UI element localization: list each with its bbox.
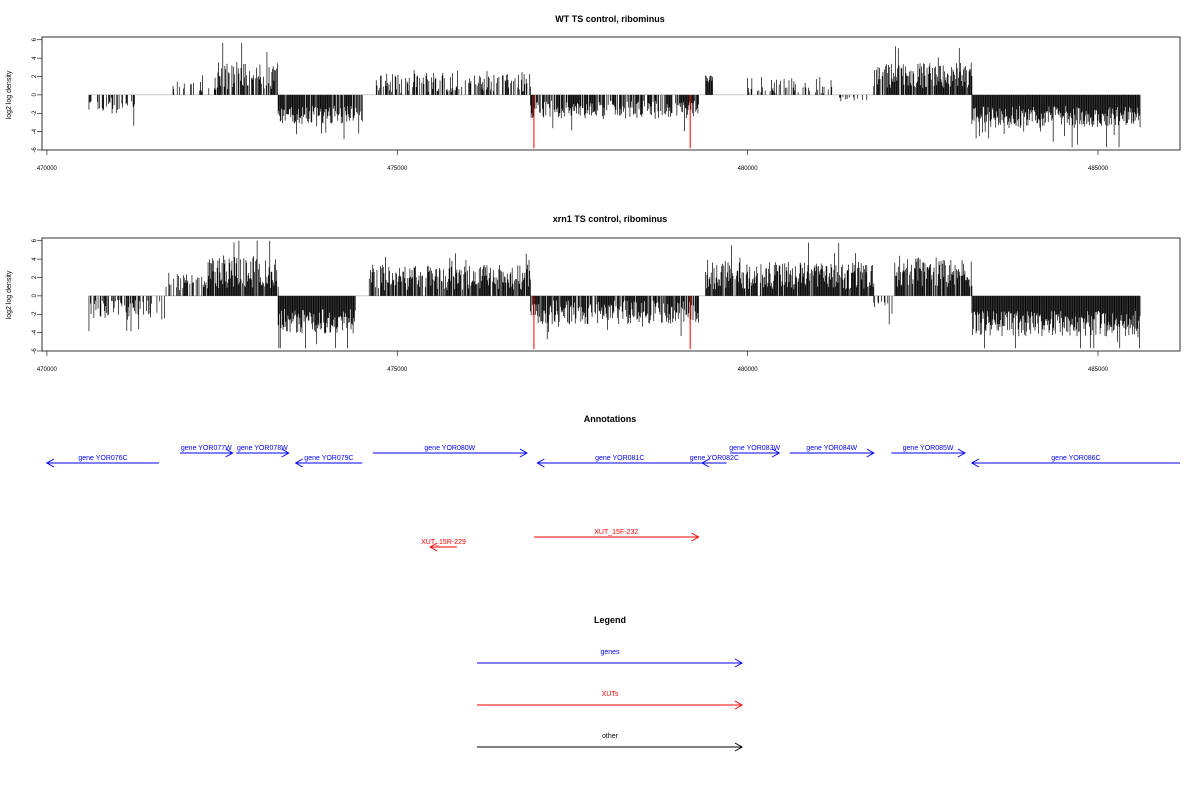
gene-label: gene YOR077W [181,445,232,452]
y-tick-label: 2 [32,74,38,78]
gene-arrow-arrowhead [957,448,966,458]
gene-label: gene YOR078W [237,445,288,452]
x-tick-label: 475000 [387,166,408,172]
gene-label: gene YOR082C [690,455,739,462]
panel1-title: WT TS control, ribominus [555,14,665,24]
legend-arrowhead [734,742,744,752]
y-tick-label: 2 [32,275,38,279]
legend-arrowhead [734,658,744,668]
signal-bars [88,42,1141,148]
panel1-y-axis-label: log2 log density [6,70,13,119]
y-tick-label: -6 [32,348,38,354]
gene-label: gene YOR086C [1051,455,1100,462]
panel2-plot: 6 4 2 0 -2 -4 -6 470000 475000 480000 485000 [32,237,1181,373]
y-tick-label: -2 [32,311,38,317]
x-tick-label: 470000 [37,166,58,172]
gene-label: gene YOR080W [424,445,475,452]
gene-arrow-arrowhead [281,448,290,458]
legend-label: genes [600,649,620,656]
xut-label: XUT_15F-232 [594,529,638,536]
gene-arrow-arrowhead [771,448,781,458]
legend-label: XUTs [602,691,619,698]
gene-label: gene YOR085W [903,445,954,452]
y-tick-label: 4 [32,56,38,60]
y-tick-label: -6 [32,147,38,153]
gene-label: gene YOR079C [304,455,353,462]
legend: genes XUTs other [477,649,744,752]
xut-label: XUT_15R-229 [421,539,466,546]
gene-label: gene YOR076C [78,455,127,462]
xut-arrow-arrowhead [429,542,438,552]
panel2-title: xrn1 TS control, ribominus [553,214,668,224]
gene-arrow-arrowhead [866,448,875,458]
y-tick-label: -2 [32,110,38,116]
gene-arrow-arrowhead [536,458,545,468]
gene-arrow-arrowhead [970,458,980,468]
legend-arrowhead [734,700,744,710]
y-tick-label: 6 [32,238,38,242]
x-tick-label: 485000 [1088,367,1109,373]
x-tick-label: 480000 [738,166,759,172]
x-tick-label: 470000 [37,367,58,373]
y-tick-label: -4 [32,128,38,134]
xut-arrow-arrowhead [691,532,700,542]
gene-arrow-arrowhead [45,458,55,468]
y-tick-label: 6 [32,37,38,41]
panel1-frame [41,36,1181,151]
signal-bars [88,240,1141,349]
panel2-frame [41,237,1181,352]
gene-label: gene YOR081C [595,455,644,462]
panel1-plot: 6 4 2 0 -2 -4 -6 470000 475000 480000 485000 [32,36,1181,172]
gene-label: gene YOR083W [729,445,780,452]
gene-arrow-arrowhead [294,458,303,468]
gene-arrow-arrowhead [701,458,710,468]
gene-arrow-arrowhead [225,448,234,458]
annotations-title: Annotations [584,414,637,424]
y-tick-label: -4 [32,329,38,335]
gene-arrow-arrowhead [519,448,528,458]
legend-title: Legend [594,615,626,625]
x-tick-label: 480000 [738,367,759,373]
genes-track: gene YOR076C gene YOR077W gene YOR078W gene… [45,445,1180,468]
x-tick-label: 485000 [1088,166,1109,172]
panel2-y-axis-label: log2 log density [6,270,13,319]
legend-label: other [602,733,619,740]
y-tick-label: 0 [32,294,38,298]
gene-label: gene YOR084W [806,445,857,452]
x-tick-label: 475000 [387,367,408,373]
y-tick-label: 4 [32,257,38,261]
xuts-track: XUT_15F-232 XUT_15R-229 [421,529,700,552]
y-tick-label: 0 [32,93,38,97]
